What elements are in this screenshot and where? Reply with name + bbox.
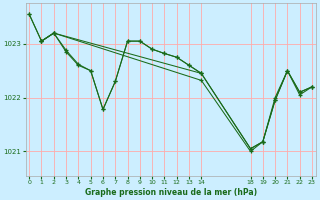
X-axis label: Graphe pression niveau de la mer (hPa): Graphe pression niveau de la mer (hPa) <box>84 188 257 197</box>
